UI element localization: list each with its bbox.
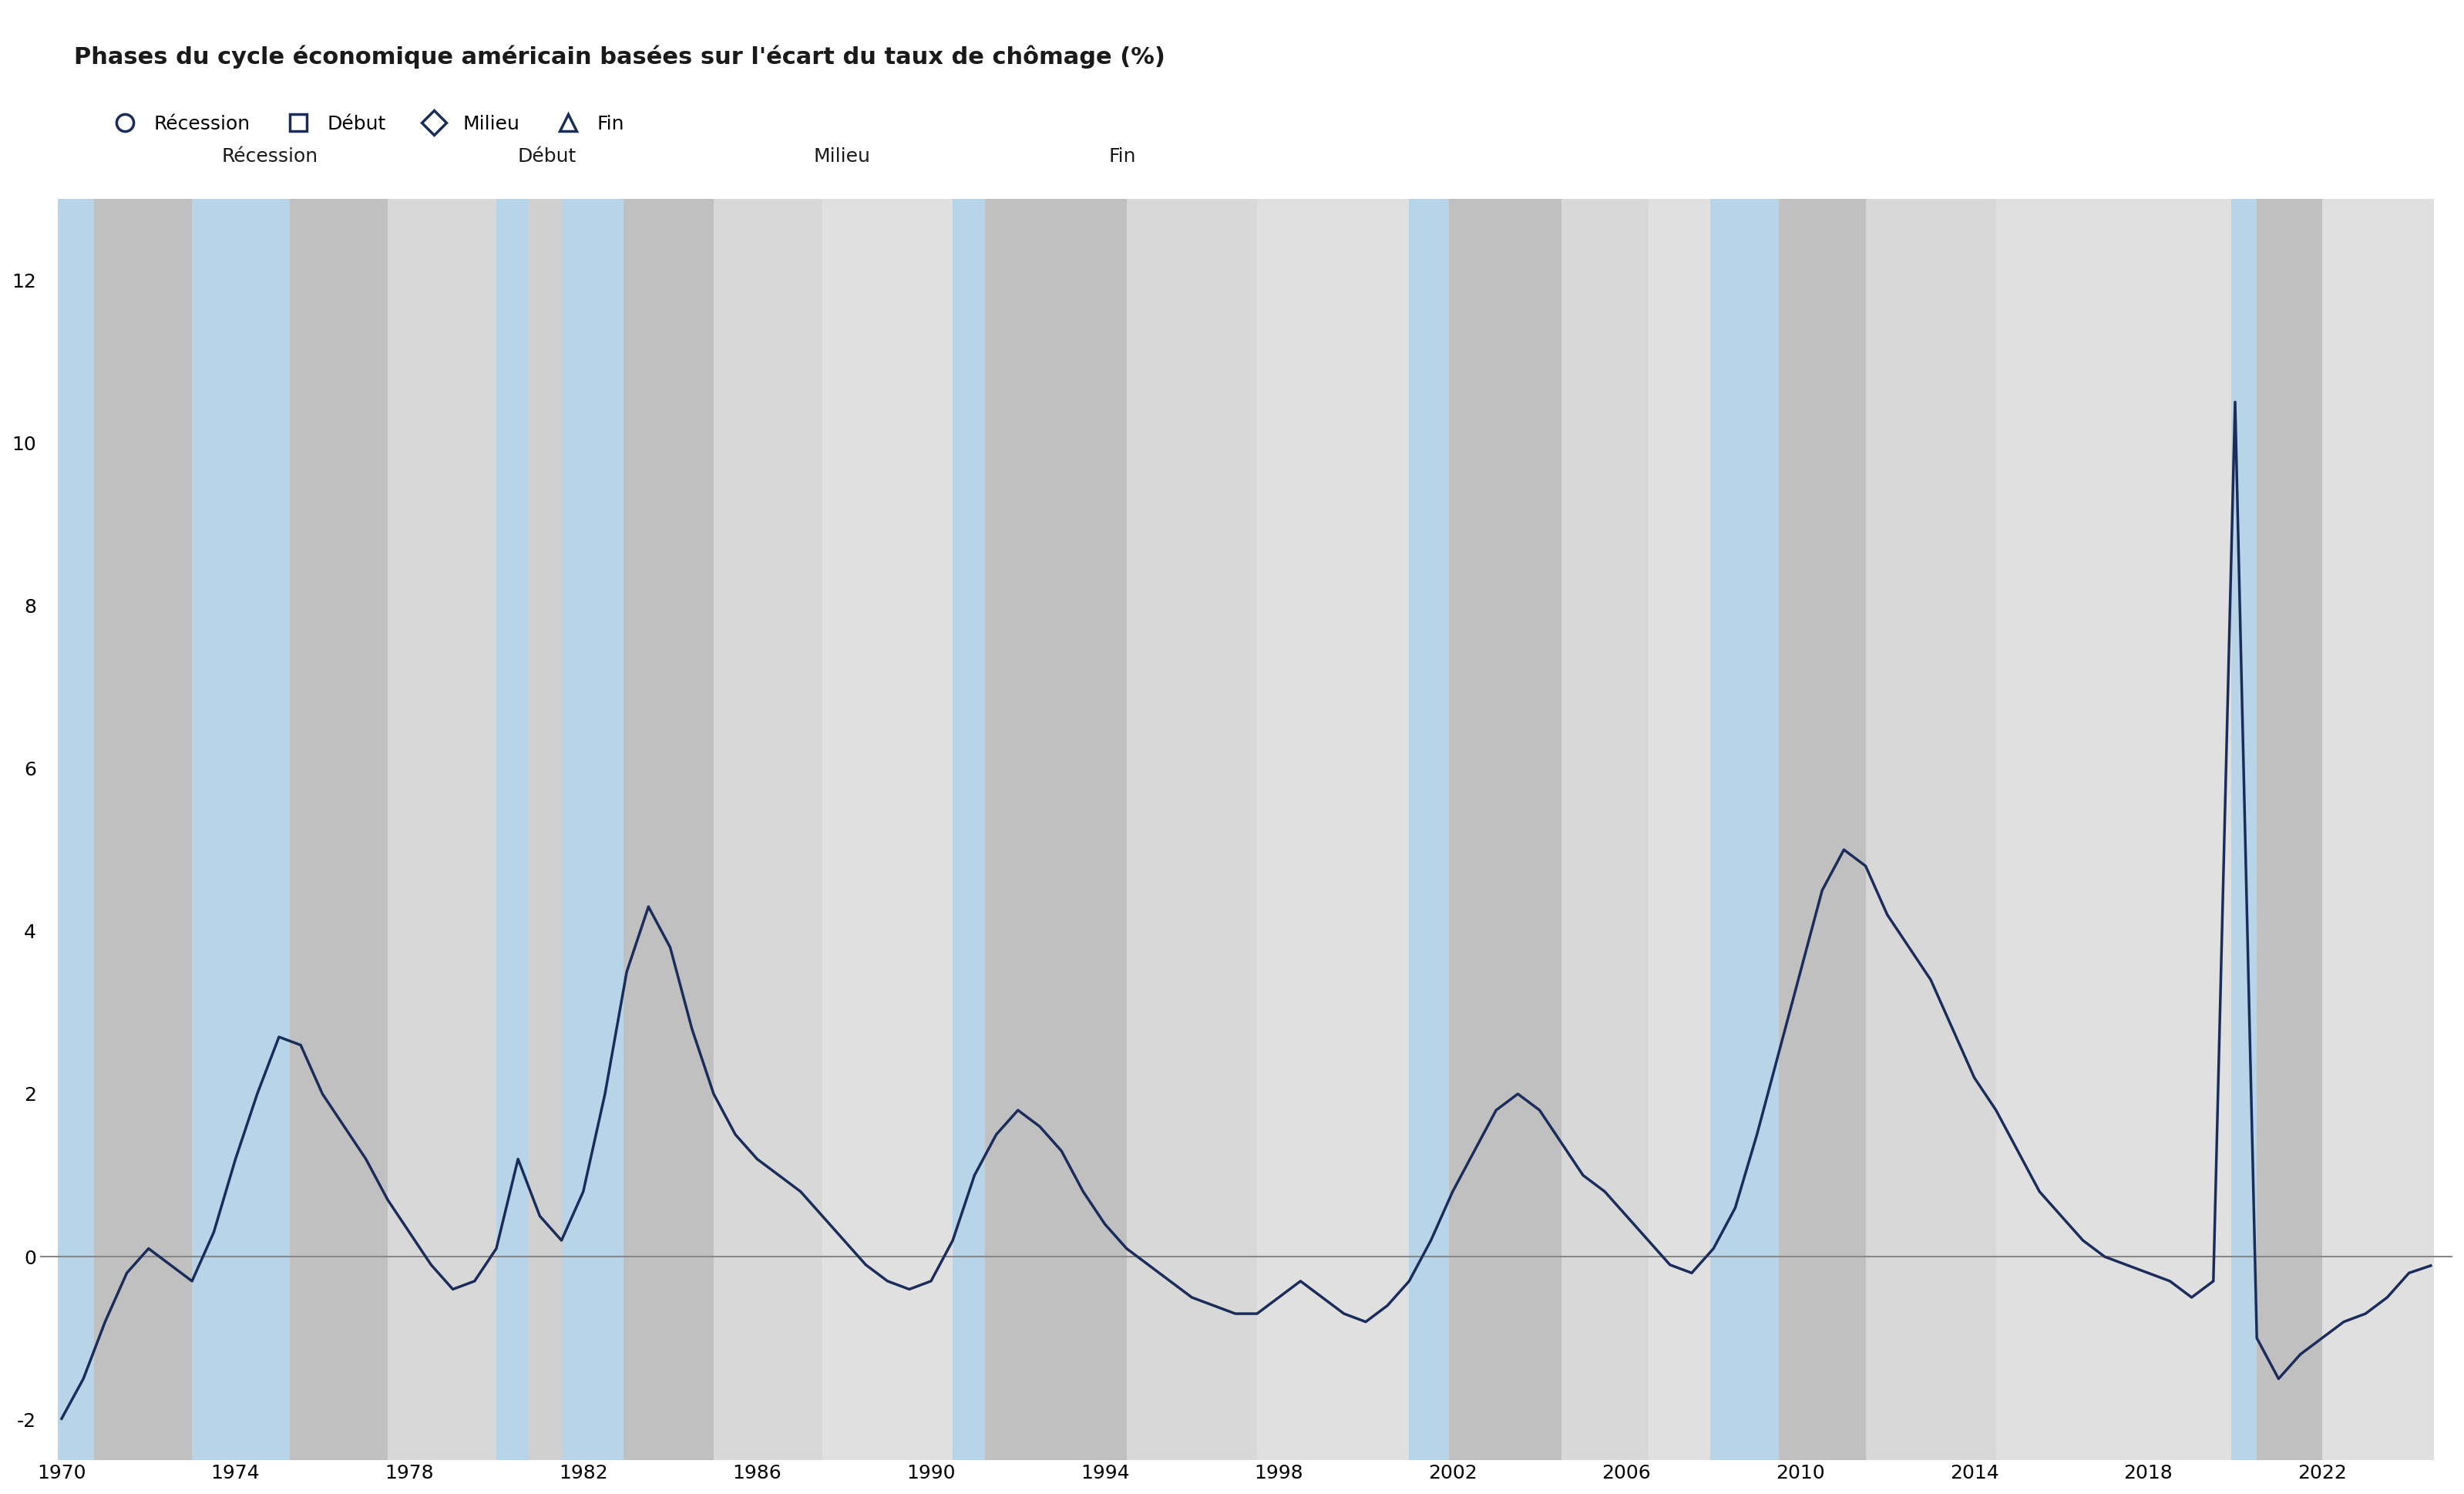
Bar — [2321, 199, 2434, 1460]
Bar — [1779, 199, 1865, 1460]
Bar — [1449, 199, 1562, 1460]
Bar — [2257, 199, 2321, 1460]
Bar — [562, 199, 623, 1460]
Bar — [623, 199, 715, 1460]
Bar — [192, 199, 291, 1460]
Bar — [1865, 199, 1996, 1460]
Bar — [954, 199, 986, 1460]
Bar — [1409, 199, 1449, 1460]
Bar — [1648, 199, 1710, 1460]
Bar — [94, 199, 192, 1460]
Bar — [715, 199, 823, 1460]
Bar — [59, 199, 94, 1460]
Bar — [495, 199, 530, 1460]
Bar — [1126, 199, 1257, 1460]
Bar — [2232, 199, 2257, 1460]
Text: Phases du cycle économique américain basées sur l'écart du taux de chômage (%): Phases du cycle économique américain bas… — [74, 45, 1165, 69]
Bar — [1562, 199, 1648, 1460]
Bar — [986, 199, 1126, 1460]
Bar — [291, 199, 387, 1460]
Bar — [1996, 199, 2232, 1460]
Bar — [823, 199, 954, 1460]
Text: Début: Début — [517, 148, 577, 166]
Text: Récession: Récession — [222, 148, 318, 166]
Text: Milieu: Milieu — [813, 148, 870, 166]
Bar — [530, 199, 562, 1460]
Bar — [387, 199, 495, 1460]
Bar — [1710, 199, 1779, 1460]
Legend: Récession, Début, Milieu, Fin: Récession, Début, Milieu, Fin — [99, 108, 633, 140]
Text: Fin: Fin — [1109, 148, 1136, 166]
Bar — [1257, 199, 1409, 1460]
